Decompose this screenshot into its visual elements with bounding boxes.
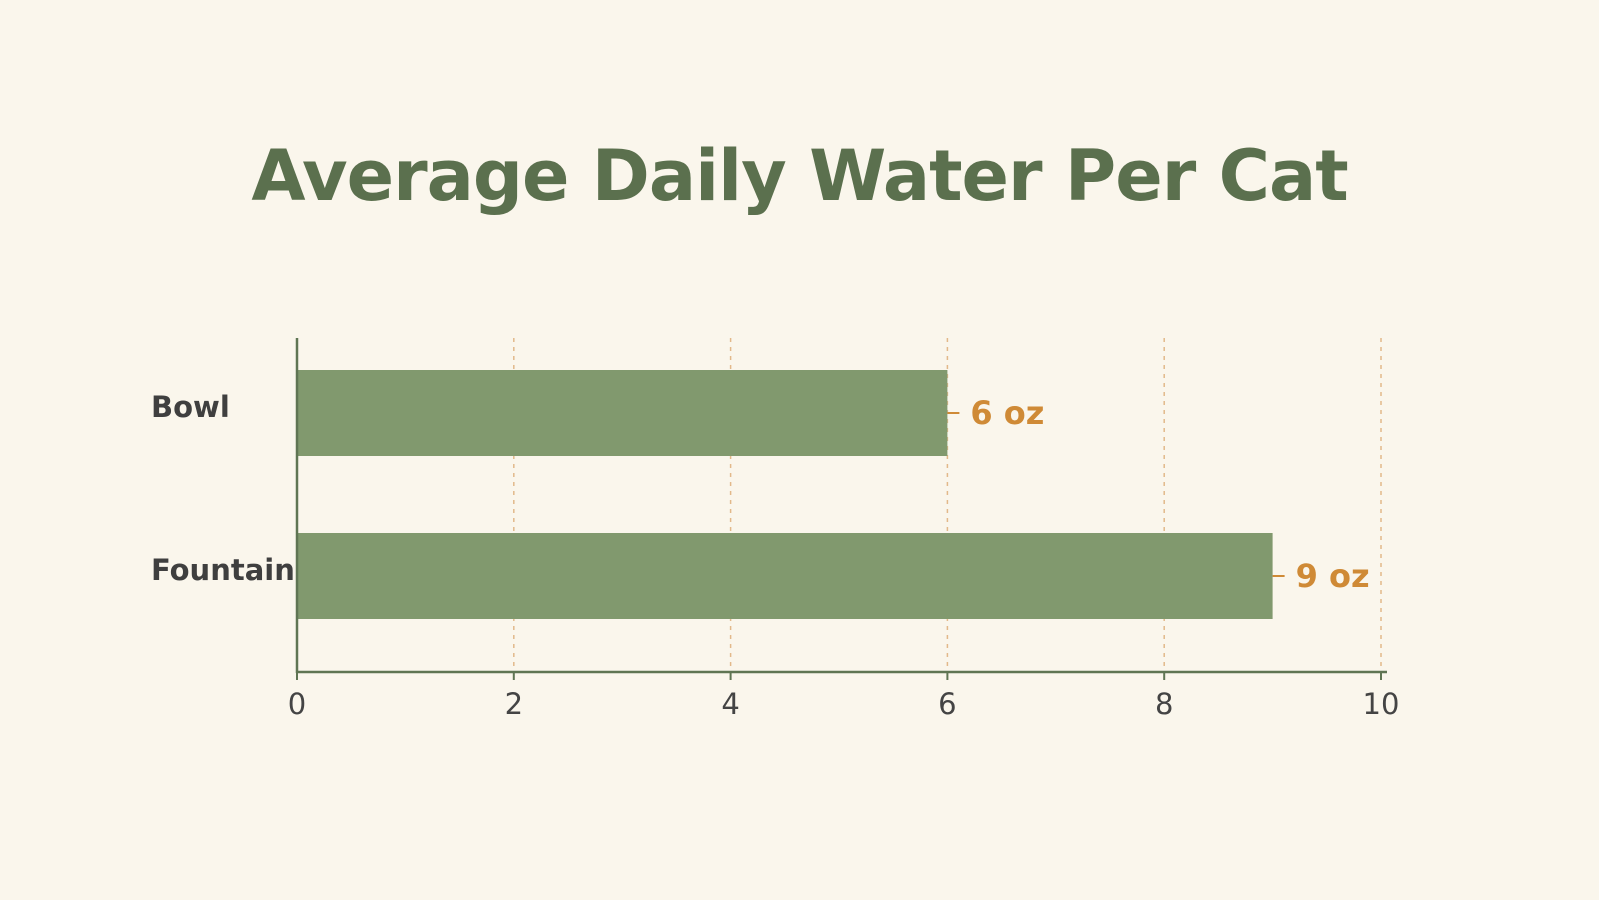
x-tick-label: 6 xyxy=(938,687,956,721)
category-label: Fountain xyxy=(151,553,295,587)
x-tick-label: 10 xyxy=(1363,687,1400,721)
bar xyxy=(297,533,1273,619)
category-label: Bowl xyxy=(151,390,230,424)
data-label: 6 oz xyxy=(970,394,1044,432)
x-tick-label: 0 xyxy=(288,687,306,721)
x-tick-label: 8 xyxy=(1155,687,1173,721)
x-tick-label: 2 xyxy=(505,687,523,721)
x-tick-label: 4 xyxy=(721,687,739,721)
data-label: 9 oz xyxy=(1296,557,1370,595)
chart-title: Average Daily Water Per Cat xyxy=(251,135,1348,217)
bar xyxy=(297,370,948,456)
